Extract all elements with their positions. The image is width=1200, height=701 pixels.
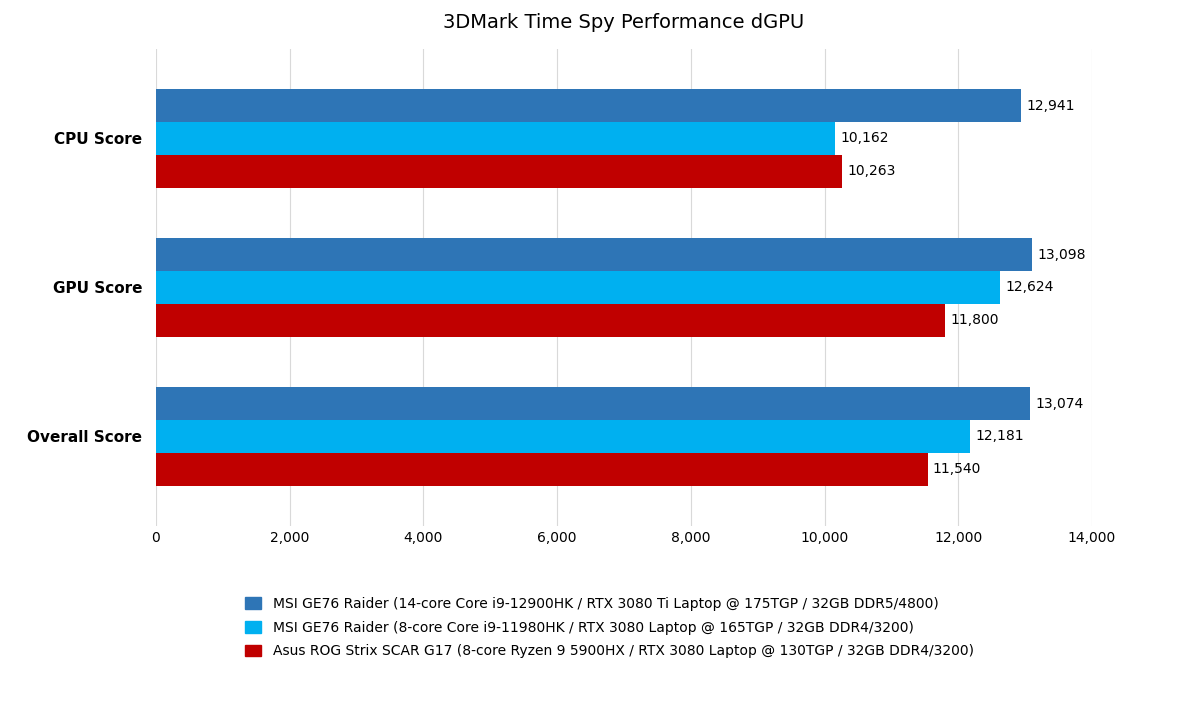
Text: 10,263: 10,263 <box>847 164 896 178</box>
Text: 13,074: 13,074 <box>1036 397 1084 411</box>
Bar <box>156 155 842 188</box>
Text: 12,624: 12,624 <box>1006 280 1054 294</box>
Text: 11,800: 11,800 <box>950 313 998 327</box>
Text: 12,181: 12,181 <box>976 430 1025 443</box>
Text: 13,098: 13,098 <box>1037 247 1086 261</box>
Bar <box>156 89 1021 122</box>
Text: 10,162: 10,162 <box>841 132 889 145</box>
Bar <box>156 387 1030 420</box>
Bar <box>156 122 835 155</box>
Text: 11,540: 11,540 <box>932 462 982 476</box>
Bar <box>156 420 971 453</box>
Bar <box>156 271 1000 304</box>
Text: 12,941: 12,941 <box>1026 99 1075 113</box>
Legend: MSI GE76 Raider (14-core Core i9-12900HK / RTX 3080 Ti Laptop @ 175TGP / 32GB DD: MSI GE76 Raider (14-core Core i9-12900HK… <box>238 590 980 665</box>
Bar <box>156 304 944 336</box>
Bar <box>156 453 928 486</box>
Title: 3DMark Time Spy Performance dGPU: 3DMark Time Spy Performance dGPU <box>443 13 805 32</box>
Bar <box>156 238 1032 271</box>
